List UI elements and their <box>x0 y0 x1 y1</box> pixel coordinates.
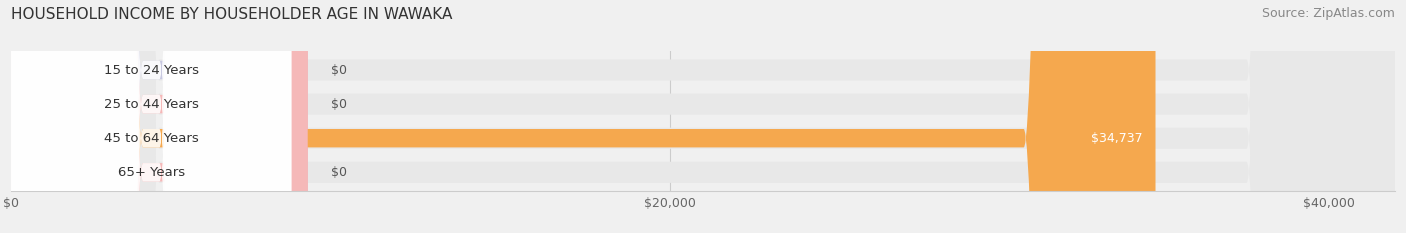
Text: $0: $0 <box>330 64 347 76</box>
Text: 15 to 24 Years: 15 to 24 Years <box>104 64 198 76</box>
FancyBboxPatch shape <box>11 0 291 233</box>
Text: 45 to 64 Years: 45 to 64 Years <box>104 132 198 145</box>
FancyBboxPatch shape <box>11 0 1395 233</box>
FancyBboxPatch shape <box>11 0 308 233</box>
FancyBboxPatch shape <box>11 0 291 233</box>
FancyBboxPatch shape <box>11 0 1395 233</box>
FancyBboxPatch shape <box>11 0 1395 233</box>
FancyBboxPatch shape <box>11 0 1156 233</box>
FancyBboxPatch shape <box>11 0 308 233</box>
FancyBboxPatch shape <box>11 0 308 233</box>
FancyBboxPatch shape <box>11 0 1395 233</box>
Text: $34,737: $34,737 <box>1091 132 1142 145</box>
FancyBboxPatch shape <box>11 0 291 233</box>
Text: 25 to 44 Years: 25 to 44 Years <box>104 98 198 111</box>
FancyBboxPatch shape <box>11 0 291 233</box>
Text: 65+ Years: 65+ Years <box>118 166 184 179</box>
Text: Source: ZipAtlas.com: Source: ZipAtlas.com <box>1261 7 1395 20</box>
Text: HOUSEHOLD INCOME BY HOUSEHOLDER AGE IN WAWAKA: HOUSEHOLD INCOME BY HOUSEHOLDER AGE IN W… <box>11 7 453 22</box>
Text: $0: $0 <box>330 166 347 179</box>
Text: $0: $0 <box>330 98 347 111</box>
